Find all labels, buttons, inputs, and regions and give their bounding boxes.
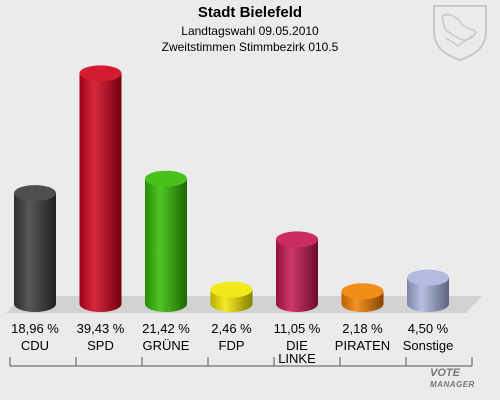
- value-label: 39,43 %: [77, 321, 125, 336]
- category-label: FDP: [219, 338, 245, 353]
- category-label: CDU: [21, 338, 49, 353]
- value-label: 21,42 %: [142, 321, 190, 336]
- value-label: 2,46 %: [211, 321, 252, 336]
- chart-subtitle-2: Zweitstimmen Stimmbezirk 010.5: [161, 40, 339, 54]
- value-label: 11,05 %: [274, 321, 321, 336]
- bar-sonstige: [407, 269, 449, 312]
- coat-of-arms-icon: [433, 5, 487, 62]
- bar-grüne: [145, 170, 187, 312]
- bar-piraten: [341, 283, 384, 312]
- category-label: PIRATEN: [335, 338, 390, 353]
- value-label: 18,96 %: [11, 321, 59, 336]
- bar-fdp: [210, 281, 253, 312]
- bar-die-linke: [276, 231, 318, 312]
- category-label: Sonstige: [403, 338, 454, 353]
- value-label: 2,18 %: [342, 321, 383, 336]
- category-label: DIE: [286, 338, 308, 353]
- value-label: 4,50 %: [408, 321, 449, 336]
- category-label: SPD: [87, 338, 114, 353]
- chart-subtitle: Landtagswahl 09.05.2010: [181, 24, 319, 38]
- bar-cdu: [14, 185, 56, 312]
- bar-spd: [79, 65, 122, 312]
- chart-title: Stadt Bielefeld: [197, 4, 303, 21]
- brand-logo: VOTE MANAGER: [430, 367, 475, 390]
- category-label: GRÜNE: [143, 338, 190, 353]
- category-label: LINKE: [278, 351, 316, 366]
